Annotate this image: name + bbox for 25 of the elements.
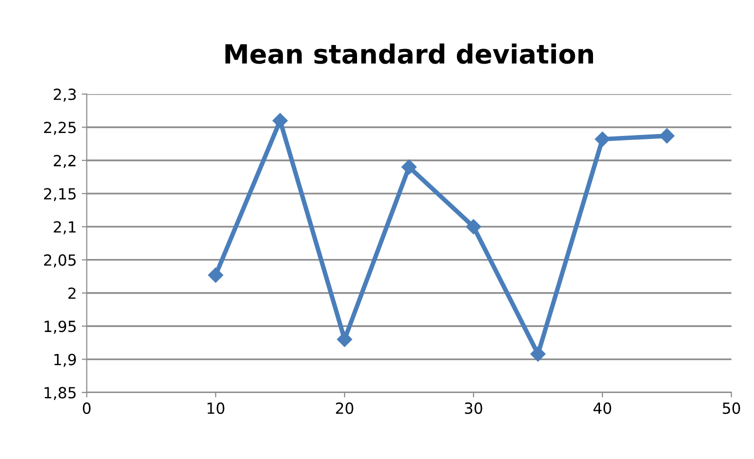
point [659,128,674,144]
y-tick-label: 2,1 [54,221,76,234]
y-tick-label: 2,3 [54,88,76,102]
point [337,332,352,347]
point [466,219,482,234]
point [401,159,417,175]
y-tick-label: 1,85 [44,386,76,400]
x-tick-label: 50 [722,402,740,414]
y-tick-label: 1,9 [54,354,76,367]
x-tick-label: 20 [336,402,354,414]
x-tick-label: 0 [82,402,91,414]
y-tick-label: 2,25 [44,122,76,135]
chart-title: Mean standard deviation [225,43,594,64]
y-tick-label: 2 [68,287,76,299]
y-tick-label: 2,05 [44,254,76,268]
point [208,268,224,283]
x-tick-label: 40 [593,402,612,414]
y-tick-label: 1,95 [44,320,76,334]
y-tick-label: 2,2 [54,154,76,168]
point [594,132,610,147]
x-tick-label: 30 [464,402,482,414]
y-tick-label: 2,15 [44,188,76,202]
point [272,113,288,128]
point [530,346,546,362]
x-tick-label: 10 [208,402,224,414]
